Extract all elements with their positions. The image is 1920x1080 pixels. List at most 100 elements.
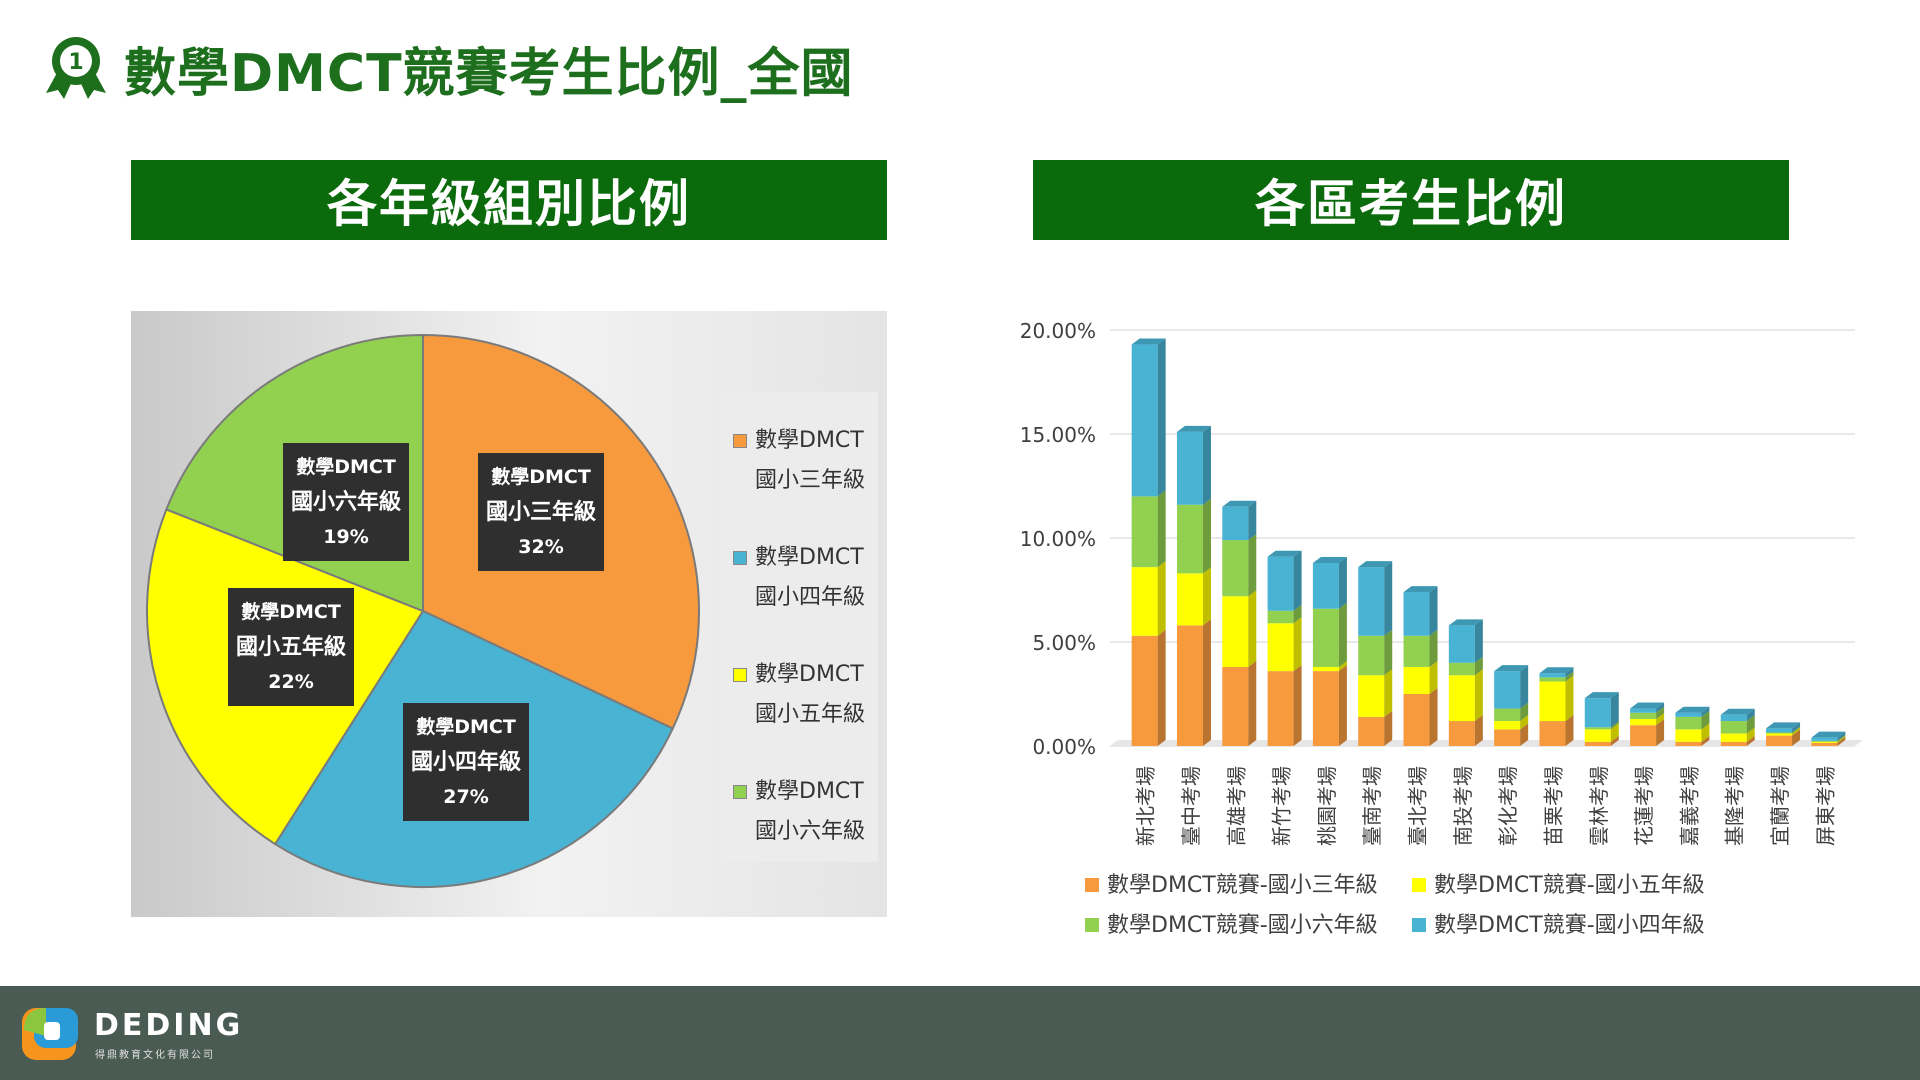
bar-segment <box>1176 573 1203 626</box>
bar-stack <box>1675 706 1710 746</box>
bar-segment-side <box>1248 500 1257 541</box>
bar-segment-side <box>1837 731 1846 741</box>
legend-swatch <box>733 785 747 799</box>
grade-ratio-section-title: 各年級組別比例 <box>131 160 887 240</box>
bar-segment <box>1222 540 1249 597</box>
bar-segment-side <box>1474 619 1483 663</box>
bar-segment-side <box>1293 550 1302 611</box>
bar-segment <box>1584 729 1611 742</box>
bar-segment-side <box>1701 735 1710 746</box>
bar-top <box>1448 619 1483 626</box>
bar-stack <box>1539 667 1574 746</box>
bar-segment <box>1131 635 1158 746</box>
bar-segment <box>1222 666 1249 746</box>
pie-data-label-text: 數學DMCT <box>416 716 516 738</box>
region-stacked-bar-chart: 0.00% 5.00% 10.00% 15.00% 20.00% 新北考場 臺中考場 高雄考場… <box>1020 319 1863 938</box>
x-tick-label: 南投考場 <box>1451 766 1475 846</box>
bar-segment <box>1358 567 1385 636</box>
bar-segment <box>1811 741 1838 743</box>
bar-segment-side <box>1474 669 1483 722</box>
legend-swatch <box>1412 878 1426 892</box>
bar-segment <box>1267 623 1294 672</box>
bar-segment-side <box>1701 706 1710 717</box>
pie-data-label-text: 32% <box>518 536 563 558</box>
logo-subtext: 得鼎教育文化有限公司 <box>95 1050 215 1061</box>
bar-segment <box>1358 716 1385 746</box>
bar-segment-side <box>1520 723 1529 746</box>
bar-top <box>1267 550 1302 557</box>
y-tick-label: 10.00% <box>1020 527 1096 551</box>
bar-segment-side <box>1429 660 1438 694</box>
bar-segment <box>1539 677 1566 682</box>
pie-data-label: 數學DMCT 國小四年級 27% <box>403 703 529 821</box>
legend-label: 數學DMCT競賽-國小三年級 <box>1107 873 1378 898</box>
legend-swatch <box>1412 918 1426 932</box>
y-tick-label: 15.00% <box>1020 423 1096 447</box>
legend-label: 數學DMCT <box>755 428 864 453</box>
x-tick-label: 新北考場 <box>1134 766 1158 846</box>
legend-swatch <box>733 434 747 448</box>
bar-stack <box>1403 586 1438 746</box>
x-tick-label: 桃園考場 <box>1315 766 1339 846</box>
y-tick-label: 0.00% <box>1032 735 1096 759</box>
y-tick-label: 20.00% <box>1020 319 1096 343</box>
x-tick-label: 臺中考場 <box>1179 766 1203 846</box>
bar-segment <box>1584 698 1611 728</box>
bar-top <box>1584 692 1619 699</box>
bar-segment <box>1267 610 1294 624</box>
bar-segment <box>1494 729 1521 746</box>
pie-data-label-text: 27% <box>443 786 488 808</box>
bar-top <box>1494 665 1529 672</box>
bar-segment-side <box>1792 729 1801 746</box>
bar-segment <box>1403 666 1430 694</box>
bar-segment <box>1720 741 1747 746</box>
bar-top <box>1720 708 1755 715</box>
bar-segment <box>1222 596 1249 667</box>
pie-data-label-text: 19% <box>323 526 368 548</box>
legend-label: 數學DMCT <box>755 779 864 804</box>
bar-segment-side <box>1157 490 1166 568</box>
bar-segment <box>1630 718 1657 726</box>
bar-segment-side <box>1610 692 1619 728</box>
bar-segment-side <box>1157 561 1166 636</box>
bar-segment <box>1584 741 1611 746</box>
bar-segment-side <box>1520 665 1529 709</box>
bar-segment <box>1539 721 1566 746</box>
bar-segment-side <box>1202 425 1211 505</box>
bar-segment <box>1358 635 1385 676</box>
bar-top <box>1358 561 1393 568</box>
bar-segment-side <box>1293 617 1302 672</box>
bar-stack <box>1448 619 1483 746</box>
bar-segment <box>1448 675 1475 722</box>
bar-stack <box>1766 722 1801 746</box>
bar-segment-side <box>1610 721 1619 730</box>
bar-top <box>1403 586 1438 593</box>
bar-legend-item: 數學DMCT競賽-國小三年級 <box>1085 873 1378 898</box>
bar-stack <box>1630 702 1665 746</box>
bar-segment-side <box>1338 660 1347 672</box>
bar-segment <box>1267 671 1294 746</box>
pie-data-label-text: 國小五年級 <box>236 634 346 660</box>
legend-label: 國小六年級 <box>755 819 866 844</box>
bar-segment <box>1675 716 1702 730</box>
bar-segment-side <box>1429 688 1438 746</box>
bar-stack <box>1312 556 1347 746</box>
bar-top <box>1131 338 1166 345</box>
bar-segment-side <box>1338 665 1347 746</box>
bar-top <box>1222 500 1257 507</box>
bar-legend-item: 數學DMCT競賽-國小六年級 <box>1085 913 1378 938</box>
pie-data-label-text: 22% <box>268 671 313 693</box>
page-header: 1 數學DMCT競賽考生比例_全國 <box>44 28 854 108</box>
bar-segment-side <box>1248 590 1257 667</box>
bar-segment <box>1176 431 1203 505</box>
bar-segment <box>1630 708 1657 713</box>
bar-stack <box>1267 550 1302 746</box>
x-tick-label: 宜蘭考場 <box>1768 766 1792 846</box>
bar-segment <box>1811 740 1838 742</box>
legend-label: 國小四年級 <box>755 585 866 610</box>
bar-top <box>1811 731 1846 738</box>
bar-segment <box>1539 673 1566 678</box>
x-tick-label: 新竹考場 <box>1270 766 1294 846</box>
bar-segment <box>1222 506 1249 541</box>
pie-data-label-text: 國小四年級 <box>411 749 521 775</box>
